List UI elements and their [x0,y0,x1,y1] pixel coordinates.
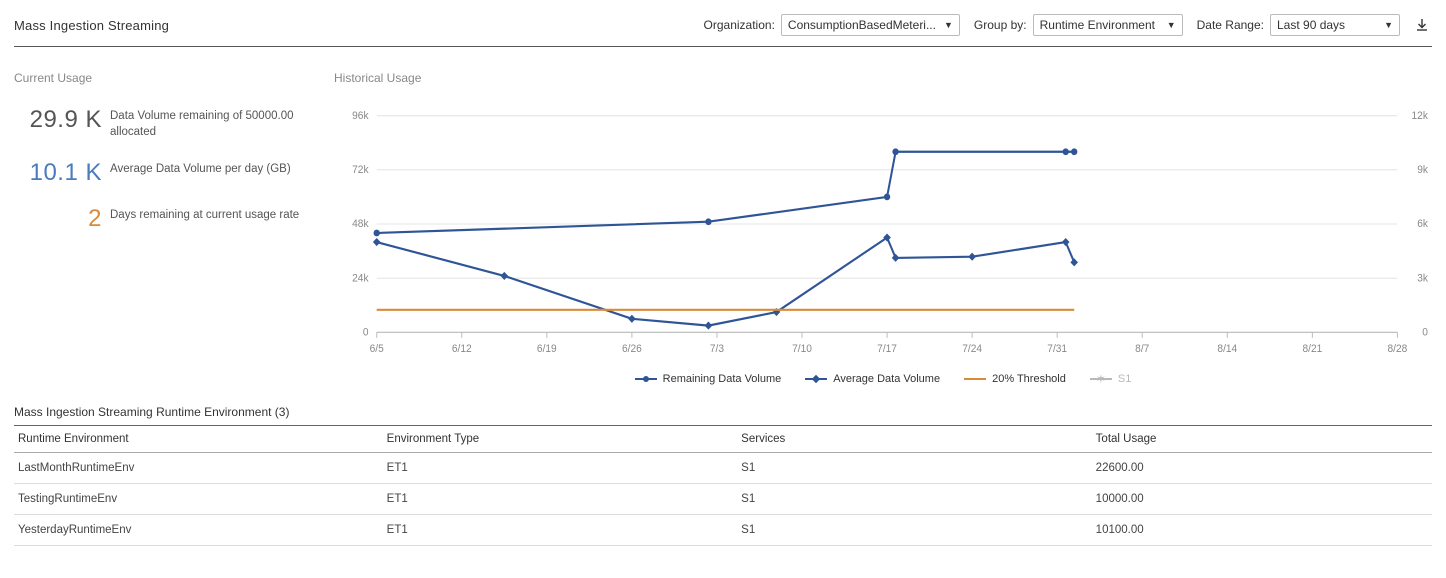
legend-label: S1 [1118,373,1131,385]
metric-description: Days remaining at current usage rate [110,206,314,224]
table-row[interactable]: LastMonthRuntimeEnvET1S122600.00 [14,453,1432,484]
page-header: Mass Ingestion Streaming Organization: C… [14,0,1432,47]
organization-select[interactable]: ConsumptionBasedMeteri... ▼ [781,14,960,36]
date-range-select-value: Last 90 days [1277,18,1345,32]
table-cell: S1 [737,453,1092,484]
table-row[interactable]: YesterdayRuntimeEnvET1S110100.00 [14,515,1432,546]
runtime-env-table-section: Mass Ingestion Streaming Runtime Environ… [14,405,1432,546]
svg-text:7/17: 7/17 [877,343,897,355]
group-by-select-value: Runtime Environment [1040,18,1155,32]
table-cell: 10000.00 [1092,484,1432,515]
download-button[interactable] [1412,15,1432,35]
table-cell: ET1 [383,484,738,515]
metric-row: 2Days remaining at current usage rate [14,206,314,232]
table-cell: 10100.00 [1092,515,1432,546]
chevron-down-icon: ▼ [944,20,953,30]
date-range-label: Date Range: [1197,18,1264,32]
svg-text:7/10: 7/10 [792,343,812,355]
organization-select-value: ConsumptionBasedMeteri... [788,18,936,32]
legend-swatch [805,374,827,384]
svg-text:8/7: 8/7 [1135,343,1149,355]
svg-text:0: 0 [363,326,369,338]
svg-text:12k: 12k [1412,110,1429,122]
table-header-cell[interactable]: Environment Type [383,426,738,453]
historical-usage-chart: 0 24k 48k 72k 96k 0 3k 6k 9k 12k 6/5 6/12 6/19 6/26 7/… [334,107,1432,387]
group-by-label: Group by: [974,18,1027,32]
current-usage-title: Current Usage [14,71,314,85]
svg-text:6/19: 6/19 [537,343,557,355]
svg-text:6k: 6k [1417,218,1428,230]
table-header-cell[interactable]: Runtime Environment [14,426,383,453]
table-cell: S1 [737,515,1092,546]
table-cell: S1 [737,484,1092,515]
legend-swatch: ✶ [1090,374,1112,384]
svg-text:48k: 48k [352,218,369,230]
page-title: Mass Ingestion Streaming [14,18,169,33]
metric-row: 10.1 KAverage Data Volume per day (GB) [14,160,314,186]
current-usage-panel: Current Usage 29.9 KData Volume remainin… [14,71,334,387]
svg-text:3k: 3k [1417,272,1428,284]
runtime-env-table: Runtime EnvironmentEnvironment TypeServi… [14,425,1432,546]
historical-usage-panel: Historical Usage 0 24k 48k 72k 96k 0 3k 6k 9k 12k… [334,71,1432,387]
legend-item[interactable]: 20% Threshold [964,373,1066,385]
svg-text:7/31: 7/31 [1047,343,1067,355]
svg-text:6/5: 6/5 [370,343,384,355]
legend-label: 20% Threshold [992,373,1066,385]
svg-text:7/24: 7/24 [962,343,982,355]
svg-text:96k: 96k [352,110,369,122]
metric-description: Data Volume remaining of 50000.00 alloca… [110,107,314,140]
runtime-env-table-title: Mass Ingestion Streaming Runtime Environ… [14,405,1432,419]
legend-item[interactable]: ✶ S1 [1090,373,1131,385]
chevron-down-icon: ▼ [1384,20,1393,30]
table-cell: YesterdayRuntimeEnv [14,515,383,546]
table-cell: TestingRuntimeEnv [14,484,383,515]
svg-text:0: 0 [1422,326,1428,338]
metric-value: 10.1 K [14,160,110,186]
date-range-select[interactable]: Last 90 days ▼ [1270,14,1400,36]
svg-text:9k: 9k [1417,164,1428,176]
svg-text:72k: 72k [352,164,369,176]
group-by-select[interactable]: Runtime Environment ▼ [1033,14,1183,36]
organization-label: Organization: [704,18,775,32]
legend-swatch [964,374,986,384]
table-body: LastMonthRuntimeEnvET1S122600.00TestingR… [14,453,1432,546]
legend-item[interactable]: Average Data Volume [805,373,940,385]
legend-item[interactable]: Remaining Data Volume [635,373,782,385]
svg-text:6/12: 6/12 [452,343,472,355]
svg-text:7/3: 7/3 [710,343,724,355]
table-cell: 22600.00 [1092,453,1432,484]
table-header-cell[interactable]: Services [737,426,1092,453]
svg-text:6/26: 6/26 [622,343,642,355]
legend-label: Average Data Volume [833,373,940,385]
table-header-row: Runtime EnvironmentEnvironment TypeServi… [14,426,1432,453]
table-cell: ET1 [383,515,738,546]
metric-value: 2 [14,206,110,232]
metric-description: Average Data Volume per day (GB) [110,160,314,178]
svg-text:8/14: 8/14 [1217,343,1237,355]
chart-svg: 0 24k 48k 72k 96k 0 3k 6k 9k 12k 6/5 6/12 6/19 6/26 7/… [334,107,1432,367]
legend-swatch [635,374,657,384]
download-icon [1414,17,1430,33]
table-cell: LastMonthRuntimeEnv [14,453,383,484]
chart-legend: Remaining Data Volume Average Data Volume… [334,367,1432,389]
table-header-cell[interactable]: Total Usage [1092,426,1432,453]
svg-text:8/21: 8/21 [1302,343,1322,355]
table-row[interactable]: TestingRuntimeEnvET1S110000.00 [14,484,1432,515]
historical-usage-title: Historical Usage [334,71,1432,85]
legend-label: Remaining Data Volume [663,373,782,385]
svg-text:8/28: 8/28 [1388,343,1408,355]
table-cell: ET1 [383,453,738,484]
metric-row: 29.9 KData Volume remaining of 50000.00 … [14,107,314,140]
svg-text:24k: 24k [352,272,369,284]
metric-value: 29.9 K [14,107,110,133]
chevron-down-icon: ▼ [1167,20,1176,30]
